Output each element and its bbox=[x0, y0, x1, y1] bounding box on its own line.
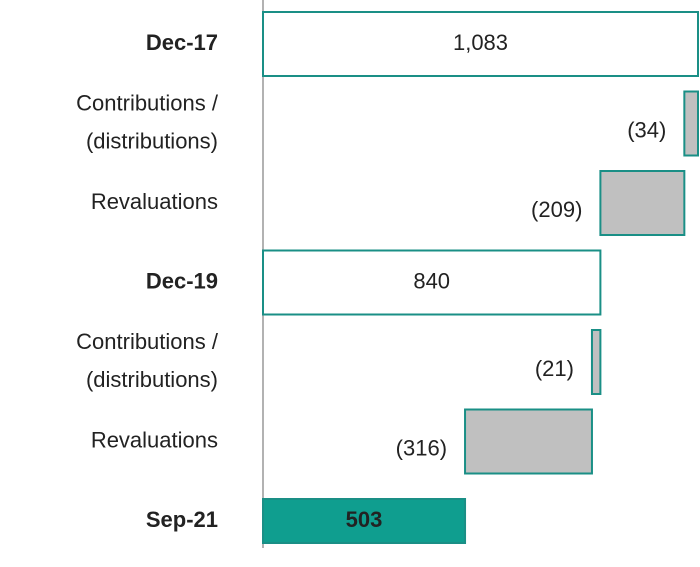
category-label: Dec-17 bbox=[146, 30, 218, 55]
category-label: Sep-21 bbox=[146, 507, 218, 532]
value-label: 503 bbox=[346, 507, 383, 532]
category-label: Revaluations bbox=[91, 427, 218, 452]
category-label: Dec-19 bbox=[146, 268, 218, 293]
category-label: Contributions / bbox=[76, 90, 219, 115]
value-label: (34) bbox=[627, 117, 666, 142]
bar bbox=[683, 90, 700, 157]
value-label: 840 bbox=[413, 268, 450, 293]
bar bbox=[590, 329, 602, 395]
bar bbox=[464, 408, 593, 475]
category-label: Contributions / bbox=[76, 329, 219, 354]
bar bbox=[599, 170, 686, 236]
category-label: (distributions) bbox=[86, 128, 218, 153]
category-label: (distributions) bbox=[86, 367, 218, 392]
value-label: (316) bbox=[396, 435, 447, 460]
category-label: Revaluations bbox=[91, 189, 218, 214]
bar bbox=[262, 249, 602, 316]
value-label: (21) bbox=[535, 356, 574, 381]
bar bbox=[262, 11, 699, 77]
value-label: (209) bbox=[531, 197, 582, 222]
value-label: 1,083 bbox=[453, 30, 508, 55]
bar bbox=[262, 498, 467, 544]
